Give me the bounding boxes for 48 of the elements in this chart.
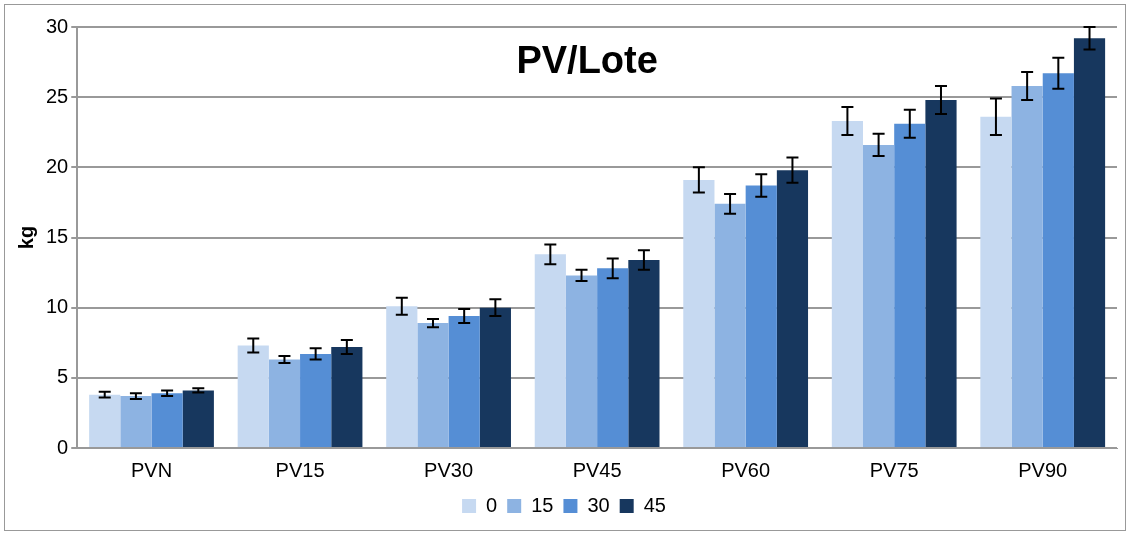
bar [831,121,863,447]
bar [894,123,926,447]
bar [1011,85,1043,447]
x-tick-label: PV90 [1018,458,1068,481]
x-tick-label: PVN [130,458,173,481]
bar [479,307,511,447]
bar [925,99,957,447]
y-tick-label: 25 [46,84,69,107]
bar [120,396,152,447]
bar [714,203,746,447]
legend-label: 0 [486,493,498,516]
bar [863,144,895,447]
x-tick-label: PV30 [424,458,474,481]
legend-label: 15 [531,493,554,516]
bar [1042,73,1074,447]
y-tick-label: 30 [46,14,69,37]
bar [182,390,214,447]
bar [268,359,301,447]
bar [980,116,1012,447]
bar [534,254,566,447]
bar [776,170,809,447]
legend-label: 45 [643,493,666,516]
x-tick-label: PV45 [572,458,622,481]
legend-label: 30 [587,493,610,516]
y-tick-label: 5 [57,365,69,388]
bar [565,275,598,447]
x-tick-label: PV15 [275,458,325,481]
y-axis-title: kg [14,225,37,250]
y-tick-label: 20 [46,154,69,177]
bar [237,345,269,447]
bar [151,393,183,447]
bar [1073,38,1106,447]
chart-title: PV/Lote [516,39,658,82]
bar [417,323,449,447]
bar [331,346,363,447]
y-tick-label: 10 [46,295,69,318]
y-tick-label: 0 [57,435,69,458]
y-tick-label: 15 [46,225,69,248]
bar [89,394,121,447]
bar [683,179,715,447]
bar [597,268,629,447]
x-tick-label: PV60 [721,458,771,481]
x-tick-label: PV75 [869,458,919,481]
bar [300,353,332,447]
bar [386,306,418,447]
bar [448,316,480,447]
bar [745,185,777,447]
bar [628,259,660,447]
